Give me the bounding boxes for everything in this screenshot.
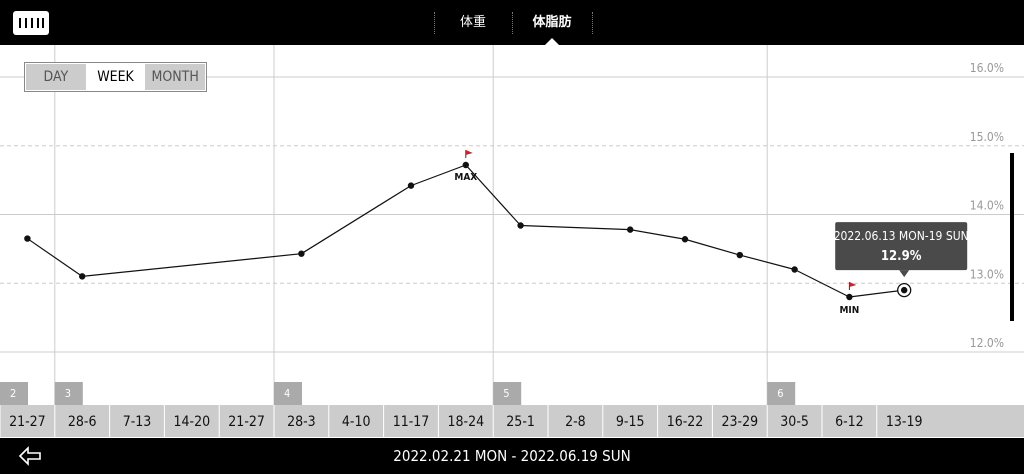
data-point bbox=[627, 226, 634, 233]
tooltip bbox=[835, 222, 968, 271]
back-button[interactable] bbox=[18, 446, 42, 466]
line-segment bbox=[465, 164, 522, 226]
range-button[interactable]: DAY bbox=[26, 64, 86, 90]
line-segment bbox=[739, 254, 795, 271]
x-tick-label: 28-6 bbox=[68, 414, 97, 430]
data-point bbox=[901, 286, 908, 294]
top-bar: 体重 体脂肪 bbox=[0, 0, 1024, 45]
y-tick-label: 14.0% bbox=[970, 199, 1004, 213]
range-toggle: DAY WEEK MONTH bbox=[24, 62, 207, 92]
month-label: 4 bbox=[284, 387, 290, 400]
tab[interactable]: 体脂肪 bbox=[532, 15, 572, 30]
tab-indicator bbox=[545, 38, 559, 45]
month-tab bbox=[0, 382, 28, 405]
line-segment bbox=[684, 238, 740, 256]
data-point bbox=[407, 182, 415, 189]
logo bbox=[13, 11, 49, 35]
y-tick-label: 16.0% bbox=[970, 61, 1004, 75]
data-point bbox=[298, 250, 305, 257]
x-tick-label: 23-29 bbox=[722, 414, 759, 430]
data-point bbox=[462, 161, 469, 169]
data-point bbox=[736, 251, 743, 259]
month-tab bbox=[493, 382, 522, 405]
line-segment bbox=[630, 229, 686, 240]
month-tab bbox=[54, 382, 83, 405]
month-tab bbox=[767, 382, 796, 405]
line-segment bbox=[520, 224, 631, 231]
date-range: 2022.02.21 MON - 2022.06.19 SUN bbox=[393, 447, 631, 465]
range-button[interactable]: MONTH bbox=[145, 64, 206, 90]
data-point bbox=[517, 222, 524, 229]
x-tick-label: 14-20 bbox=[174, 414, 211, 430]
range-button[interactable]: WEEK bbox=[85, 64, 146, 90]
month-label: 3 bbox=[65, 387, 71, 400]
data-point bbox=[791, 266, 798, 273]
min-label: MIN bbox=[839, 305, 859, 316]
month-label: 2 bbox=[10, 387, 16, 400]
x-tick-label: 13-19 bbox=[886, 414, 923, 430]
line-segment bbox=[301, 185, 412, 255]
month-label: 5 bbox=[503, 387, 509, 400]
y-tick-label: 12.0% bbox=[970, 336, 1004, 350]
max-label: MAX bbox=[454, 172, 477, 183]
x-tick-label: 11-17 bbox=[393, 414, 430, 430]
data-point bbox=[79, 273, 86, 280]
bottom-bar: 2022.02.21 MON - 2022.06.19 SUN bbox=[0, 438, 1024, 474]
x-tick-label: 7-13 bbox=[123, 414, 152, 430]
data-point bbox=[681, 236, 689, 243]
y-tick-label: 15.0% bbox=[970, 130, 1004, 144]
flag bbox=[849, 282, 857, 287]
chart: 12.0% 13.0% 14.0% 15.0% 16.0% 21-27 2 28-6 3 7-13… bbox=[0, 45, 1024, 437]
x-axis-band bbox=[0, 405, 1024, 437]
x-tick-label: 21-27 bbox=[9, 414, 46, 430]
flag bbox=[465, 150, 473, 155]
x-tick-label: 28-3 bbox=[287, 414, 316, 430]
data-point bbox=[24, 235, 31, 242]
line-segment bbox=[849, 289, 905, 298]
data-point bbox=[846, 293, 853, 301]
tooltip-value: 12.9% bbox=[881, 249, 922, 264]
x-tick-label: 9-15 bbox=[616, 414, 645, 430]
x-tick-label: 30-5 bbox=[780, 414, 809, 430]
x-tick-label: 2-8 bbox=[565, 414, 586, 430]
tab[interactable]: 体重 bbox=[459, 15, 486, 30]
tooltip-pointer bbox=[899, 270, 910, 278]
x-tick-label: 25-1 bbox=[506, 414, 535, 430]
month-label: 6 bbox=[777, 387, 783, 400]
tooltip-title: 2022.06.13 MON-19 SUN bbox=[834, 229, 969, 243]
y-tick-label: 13.0% bbox=[970, 267, 1004, 281]
x-tick-label: 16-22 bbox=[667, 414, 704, 430]
month-tab bbox=[274, 382, 302, 405]
x-tick-label: 18-24 bbox=[448, 414, 485, 430]
x-tick-label: 21-27 bbox=[228, 414, 265, 430]
x-tick-label: 6-12 bbox=[835, 414, 864, 430]
x-tick-label: 4-10 bbox=[342, 414, 371, 430]
line-segment bbox=[27, 238, 83, 277]
line-segment bbox=[410, 164, 467, 187]
line-segment bbox=[794, 268, 850, 298]
line-segment bbox=[82, 253, 302, 277]
